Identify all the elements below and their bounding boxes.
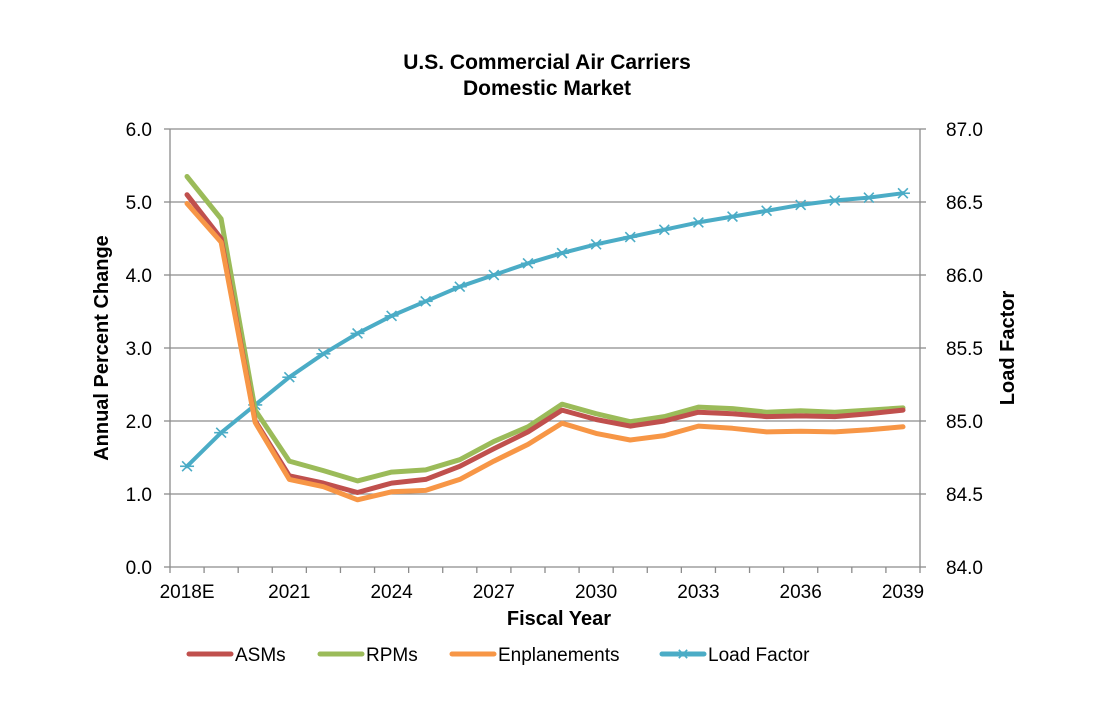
series-lines xyxy=(180,174,910,503)
x-tick-label: 2018E xyxy=(160,582,215,603)
y-tick-label: 3.0 xyxy=(126,339,152,360)
load-factor-marker xyxy=(452,281,467,293)
load-factor-marker xyxy=(316,348,331,360)
load-factor-marker xyxy=(418,295,433,307)
y2-tick-label: 84.5 xyxy=(946,485,983,506)
gridlines xyxy=(169,128,921,568)
x-axis-ticks: 2018E 2021 2024 2027 2030 2033 2036 2039 xyxy=(160,567,924,603)
load-factor-marker xyxy=(759,205,774,217)
legend: ASMs RPMs Enplanements Load Factor xyxy=(186,645,810,666)
y-tick-label: 0.0 xyxy=(126,558,152,579)
x-axis-title: Fiscal Year xyxy=(507,608,611,630)
x-tick-label: 2036 xyxy=(780,582,822,603)
y-tick-label: 6.0 xyxy=(126,120,152,141)
load-factor-marker xyxy=(589,238,604,250)
y2-tick-label: 86.5 xyxy=(946,193,983,214)
series-line-load-factor xyxy=(185,191,905,469)
load-factor-marker xyxy=(486,269,501,281)
legend-label: Enplanements xyxy=(498,645,619,666)
legend-item-asms: ASMs xyxy=(186,645,286,666)
x-tick-label: 2024 xyxy=(370,582,413,603)
y-tick-label: 2.0 xyxy=(126,412,152,433)
load-factor-marker xyxy=(555,247,570,259)
x-tick-label: 2033 xyxy=(677,582,719,603)
y2-tick-label: 85.0 xyxy=(946,412,983,433)
series-line-enplanements xyxy=(184,201,906,503)
y2-tick-label: 85.5 xyxy=(946,339,983,360)
x-tick-label: 2021 xyxy=(268,582,310,603)
y-tick-label: 1.0 xyxy=(126,485,152,506)
load-factor-marker xyxy=(793,199,808,211)
y2-tick-label: 84.0 xyxy=(946,558,983,579)
x-tick-label: 2027 xyxy=(473,582,515,603)
series-line-rpms xyxy=(184,174,906,484)
x-tick-label: 2030 xyxy=(575,582,617,603)
legend-label: ASMs xyxy=(235,645,286,666)
y2-tick-label: 86.0 xyxy=(946,266,983,287)
load-factor-marker xyxy=(691,216,706,228)
legend-label: Load Factor xyxy=(708,645,810,666)
load-factor-marker xyxy=(725,211,740,223)
load-factor-marker xyxy=(384,310,399,322)
load-factor-marker xyxy=(350,327,365,339)
y-tick-label: 5.0 xyxy=(126,193,152,214)
load-factor-marker xyxy=(623,231,638,243)
y-axis-title: Annual Percent Change xyxy=(91,235,113,461)
load-factor-marker xyxy=(180,460,195,472)
x-tick-label: 2039 xyxy=(882,582,924,603)
load-factor-marker xyxy=(677,649,689,659)
load-factor-marker xyxy=(657,224,672,236)
right-axis-ticks: 84.0 84.5 85.0 85.5 86.0 86.5 87.0 xyxy=(920,120,983,579)
chart-title: U.S. Commercial Air Carriers xyxy=(403,51,691,74)
y-tick-label: 4.0 xyxy=(126,266,152,287)
legend-item-load-factor: Load Factor xyxy=(659,645,810,666)
load-factor-marker xyxy=(861,192,876,204)
left-axis-ticks: 0.0 1.0 2.0 3.0 4.0 5.0 6.0 xyxy=(126,120,170,579)
legend-label: RPMs xyxy=(366,645,418,666)
y2-tick-label: 87.0 xyxy=(946,120,983,141)
load-factor-marker xyxy=(520,257,535,269)
series-line-asms xyxy=(184,192,906,495)
load-factor-marker xyxy=(282,371,297,383)
legend-item-rpms: RPMs xyxy=(317,645,418,666)
load-factor-marker xyxy=(827,195,842,207)
load-factor-marker xyxy=(895,187,910,199)
legend-item-enplanements: Enplanements xyxy=(449,645,619,666)
chart-subtitle: Domestic Market xyxy=(463,77,631,100)
y2-axis-title: Load Factor xyxy=(997,291,1019,406)
load-factor-marker xyxy=(214,427,229,439)
